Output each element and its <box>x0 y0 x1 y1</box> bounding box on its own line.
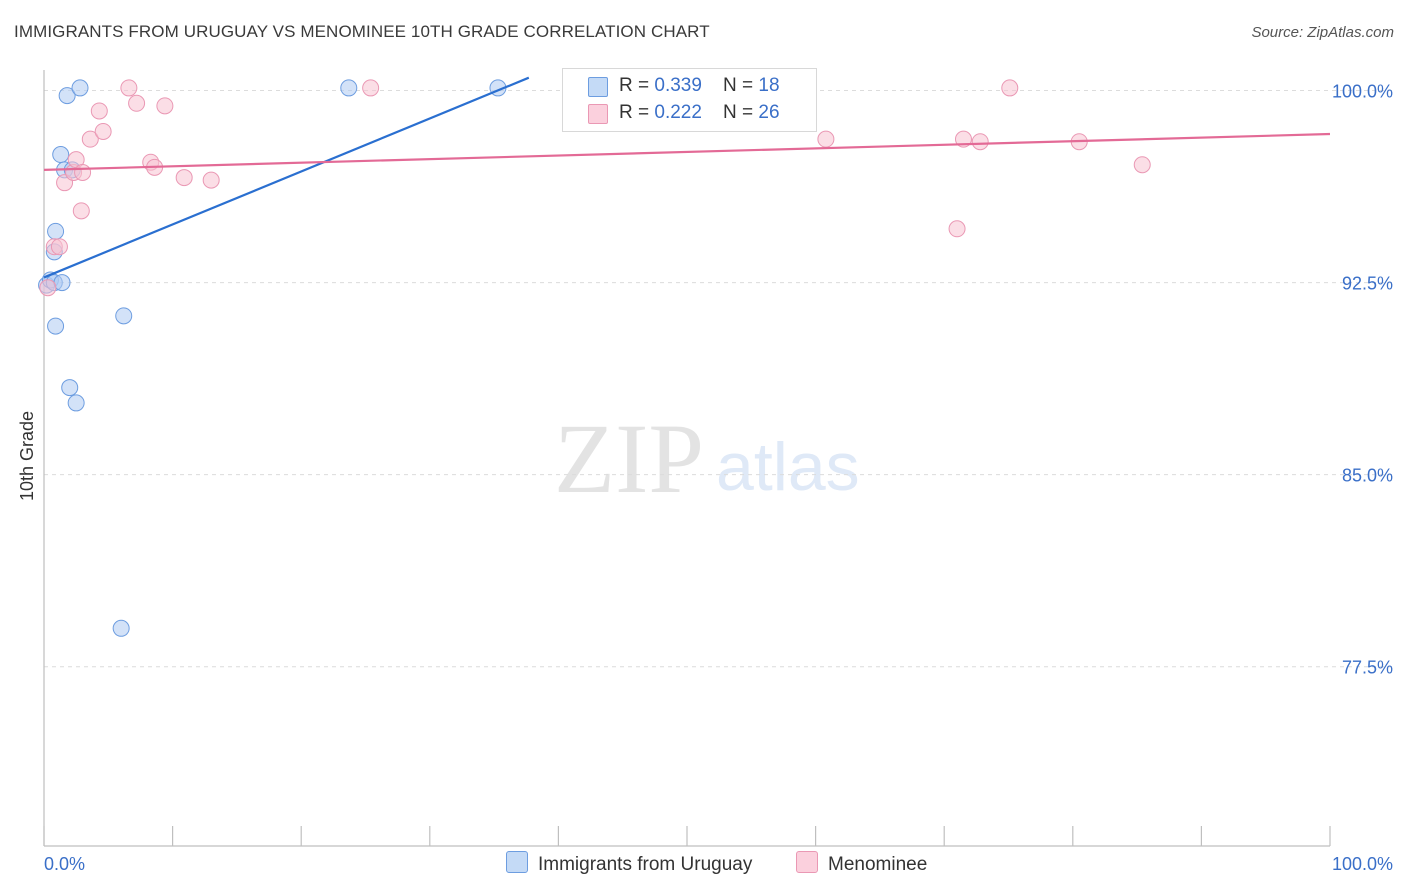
data-points <box>38 79 1151 637</box>
uruguay-point <box>53 274 71 292</box>
uruguay-point <box>47 222 65 240</box>
y-tick-label: 77.5% <box>1342 658 1393 678</box>
uruguay-point <box>67 394 85 412</box>
menominee-point <box>971 133 989 151</box>
menominee-point <box>50 238 68 256</box>
menominee-point <box>202 171 220 189</box>
x-tick-label-max: 100.0% <box>1332 854 1393 874</box>
watermark-zip: ZIP <box>554 403 704 514</box>
menominee-point <box>948 220 966 238</box>
menominee-point <box>39 279 57 297</box>
legend-n-value: 18 <box>758 75 780 96</box>
menominee-point <box>128 94 146 112</box>
legend-r-value: 0.222 <box>654 102 702 123</box>
menominee-point <box>72 202 90 220</box>
menominee-point <box>74 163 92 181</box>
uruguay-point <box>340 79 358 97</box>
uruguay-trend-line <box>43 76 530 279</box>
bottom-legend-menominee: Menominee <box>796 851 927 876</box>
bottom-legend-label-menominee: Menominee <box>828 854 928 875</box>
legend-r-value: 0.339 <box>654 75 702 96</box>
source-label: Source: ZipAtlas.com <box>1251 24 1394 41</box>
legend-swatch-menominee <box>588 104 608 124</box>
menominee-point <box>1001 79 1019 97</box>
menominee-point <box>817 130 835 148</box>
menominee-point <box>90 102 108 120</box>
watermark: ZIP atlas <box>554 403 860 514</box>
uruguay-point <box>115 307 133 325</box>
legend-n-value: 26 <box>758 102 780 123</box>
uruguay-point <box>58 87 76 105</box>
x-tick-labels: 0.0% 100.0% <box>44 854 1393 874</box>
legend-r-label: R = <box>619 75 655 96</box>
bottom-legend-swatch-uruguay <box>506 851 528 873</box>
y-tick-label: 85.0% <box>1342 466 1393 486</box>
menominee-point <box>156 97 174 115</box>
y-axis-label: 10th Grade <box>17 411 37 501</box>
menominee-point <box>81 130 99 148</box>
menominee-point <box>362 79 380 97</box>
menominee-point <box>175 169 193 187</box>
menominee-point <box>94 122 112 140</box>
y-tick-label: 92.5% <box>1342 274 1393 294</box>
x-tick-label-min: 0.0% <box>44 854 85 874</box>
legend: R = 0.339 N = 18 R = 0.222 N = 26 <box>562 68 817 132</box>
menominee-point <box>1133 156 1151 174</box>
uruguay-point <box>47 317 65 335</box>
bottom-legend-label-uruguay: Immigrants from Uruguay <box>538 854 753 875</box>
bottom-legend-uruguay: Immigrants from Uruguay <box>506 851 752 876</box>
grid-lines <box>44 89 1395 668</box>
uruguay-point <box>61 379 79 397</box>
legend-swatch-uruguay <box>588 77 608 97</box>
legend-n-label: N = <box>723 75 759 96</box>
bottom-legend-swatch-menominee <box>796 851 818 873</box>
y-tick-labels: 100.0% 92.5% 85.0% 77.5% <box>1332 81 1393 677</box>
legend-n-label: N = <box>723 102 759 123</box>
menominee-point <box>120 79 138 97</box>
menominee-trend-line <box>43 132 1331 171</box>
uruguay-point <box>112 619 130 637</box>
watermark-atlas: atlas <box>716 429 860 505</box>
uruguay-point <box>71 79 89 97</box>
y-tick-label: 100.0% <box>1332 81 1393 101</box>
axes <box>43 70 1331 847</box>
legend-r-label: R = <box>619 102 655 123</box>
chart-title: IMMIGRANTS FROM URUGUAY VS MENOMINEE 10T… <box>14 22 710 41</box>
uruguay-point <box>52 146 70 164</box>
trend-lines <box>43 76 1331 279</box>
